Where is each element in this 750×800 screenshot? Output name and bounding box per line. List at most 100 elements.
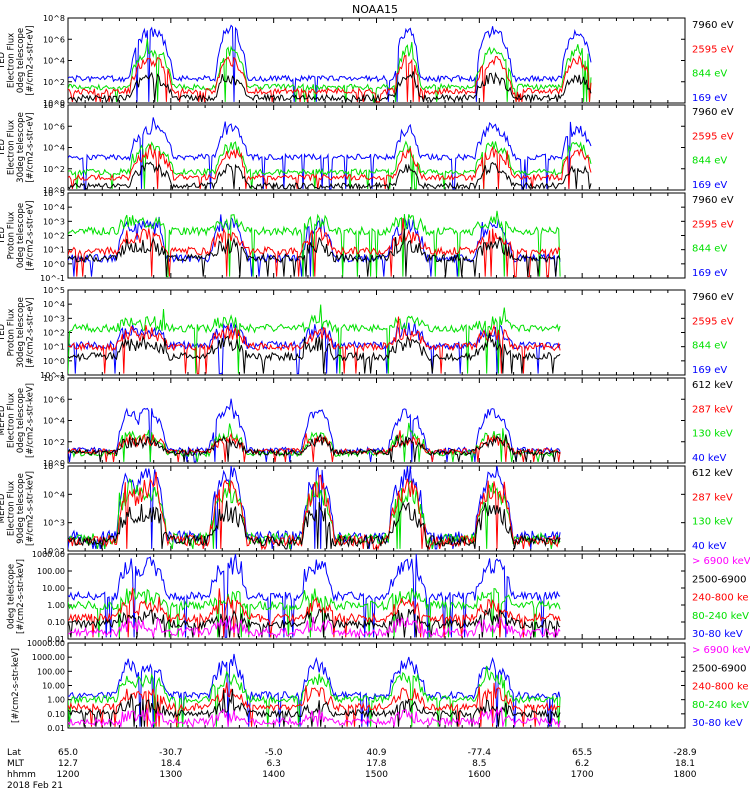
xaxis-value: 18.1 (675, 759, 695, 769)
y-label-line: 0deg telescope (16, 28, 26, 93)
series-line-green (68, 304, 561, 374)
xaxis-value: 40.9 (366, 748, 386, 758)
series-line-blue (68, 653, 561, 727)
x-axis-labels: Lat MLT hhmm 2018 Feb 21 65.0 -30.7 -5.0 40… (7, 748, 697, 791)
legend-entry: 844 eV (692, 156, 727, 167)
legend-entry: 2595 eV (692, 44, 734, 55)
series-line-red (68, 682, 561, 727)
legend-entry: 7960 eV (692, 20, 734, 31)
legend-entry: 130 keV (692, 517, 733, 528)
y-label-line: [#/cm2-s-str-eV] (25, 112, 35, 182)
legend-entry: 844 eV (692, 244, 727, 255)
series-line-black (68, 500, 561, 551)
legend-entry: 130 keV (692, 429, 733, 440)
y-label-line: 90deg telescope (16, 473, 26, 544)
y-label-line: Electron Flux (6, 393, 16, 448)
xaxis-row-label-mlt: MLT (7, 759, 25, 769)
y-axis-label: 0deg telescope [#/cm2-s-str-keV] (6, 559, 26, 634)
y-tick-label: 10^0 (43, 260, 65, 269)
legend-entry: 287 keV (692, 404, 733, 415)
xaxis-date: 2018 Feb 21 (7, 781, 63, 791)
y-label-line: [#/cm2-s-str-eV] (25, 25, 35, 95)
y-label-line: 0deg telescope (16, 203, 26, 268)
xaxis-value: -5.0 (265, 748, 283, 758)
legend-entry: 169 eV (692, 93, 727, 104)
panel-5: 10^0 10^2 10^4 10^6 10^8 MEPED Electron Flux 0d… (0, 374, 733, 468)
xaxis-value: 1400 (262, 770, 285, 780)
y-tick-label: 10^5 (43, 462, 65, 471)
y-tick-label: 10^6 (43, 35, 65, 44)
y-label-line: TED (0, 323, 7, 342)
y-label-line: 30deg telescope (16, 112, 26, 183)
series-line-red (68, 587, 561, 638)
series-line-black (68, 161, 592, 190)
xaxis-value: 1800 (674, 770, 697, 780)
y-tick-label: 10^0 (43, 186, 65, 195)
legend-entry: 7960 eV (692, 107, 734, 118)
legend-entry: 169 eV (692, 268, 727, 279)
panel-8: 0.01 0.10 1.00 10.00 100.00 1000.00 10000.00 [#… (11, 639, 750, 733)
series-line-black (68, 433, 561, 462)
series-line-red (68, 471, 561, 551)
y-tick-label: 10.00 (42, 584, 65, 593)
y-tick-label: 10^0 (43, 459, 65, 468)
legend-entry: 612 keV (692, 468, 733, 479)
y-axis-label: MEPED Electron Flux 0deg telescope [#/cm2-s… (0, 383, 35, 458)
y-tick-label: 10^4 (43, 144, 65, 153)
y-label-line: TED (0, 226, 7, 245)
legend-entry: 844 eV (692, 341, 727, 352)
xaxis-value: -30.7 (159, 748, 182, 758)
panel-1: 10^0 10^2 10^4 10^6 10^8 TED Electron Flux 0deg… (0, 14, 734, 108)
y-tick-label: 0.10 (47, 618, 65, 627)
xaxis-value: -77.4 (468, 748, 492, 758)
series-line-blue (68, 214, 561, 277)
y-tick-label: 1000.00 (32, 550, 65, 559)
y-label-line: [#/cm2-s-str-keV] (11, 648, 21, 723)
xaxis-value: -28.9 (673, 748, 697, 758)
series-line-red (68, 430, 561, 462)
legend-entry: 2500-6900 (692, 574, 747, 585)
legend-entry: 2500-6900 (692, 663, 747, 674)
y-axis-label: MEPED Electron Flux 90deg telescope [#/cm2-… (0, 471, 35, 546)
y-axis-label: [#/cm2-s-str-keV] (11, 648, 21, 723)
figure-title: NOAA15 (352, 3, 398, 16)
y-tick-label: 0.01 (47, 724, 65, 733)
y-label-line: Electron Flux (6, 120, 16, 175)
y-tick-label: 10^-1 (40, 371, 65, 380)
y-tick-label: 10^8 (43, 374, 65, 383)
y-tick-label: 10^8 (43, 101, 65, 110)
legend-entry: 169 eV (692, 365, 727, 376)
xaxis-value: 65.0 (58, 748, 78, 758)
y-axis-label: TED Proton Flux 30deg telescope [#/cm2-s-st… (0, 297, 35, 368)
y-label-line: [#/cm2-s-str-keV] (16, 559, 26, 634)
series-line-green (68, 587, 561, 638)
y-label-line: MEPED (0, 405, 7, 435)
legend-entry: 169 eV (692, 180, 727, 191)
y-axis-label: TED Electron Flux 30deg telescope [#/cm2-s-… (0, 112, 35, 183)
xaxis-value: 1700 (571, 770, 594, 780)
y-tick-label: 10^4 (43, 490, 65, 499)
legend-entry: 240-800 ke (692, 593, 749, 604)
y-tick-label: 10^4 (43, 300, 65, 309)
legend-entry: 7960 eV (692, 195, 734, 206)
xaxis-value: 65.5 (572, 748, 592, 758)
y-tick-label: 10^4 (43, 57, 65, 66)
series-line-blue (68, 24, 592, 102)
y-tick-label: 10^3 (43, 314, 65, 323)
series-line-red (68, 218, 561, 278)
y-tick-label: 10^4 (43, 417, 65, 426)
y-tick-label: 1.00 (47, 696, 65, 705)
panel-frame (67, 104, 686, 191)
legend-entry: > 6900 keV (692, 556, 750, 567)
y-tick-label: 10^4 (43, 203, 65, 212)
series-line-black (68, 688, 561, 727)
xaxis-value: 1600 (468, 770, 491, 780)
panel-3: 10^-1 10^0 10^1 10^2 10^3 10^4 10^5 TED Proton F… (0, 189, 734, 283)
legend-entry: 2595 eV (692, 131, 734, 142)
xaxis-value: 1500 (365, 770, 388, 780)
y-label-line: TED (0, 51, 7, 70)
xaxis-value: 1300 (159, 770, 182, 780)
series-line-black (68, 333, 561, 374)
xaxis-row-label-hhmm: hhmm (7, 770, 36, 780)
